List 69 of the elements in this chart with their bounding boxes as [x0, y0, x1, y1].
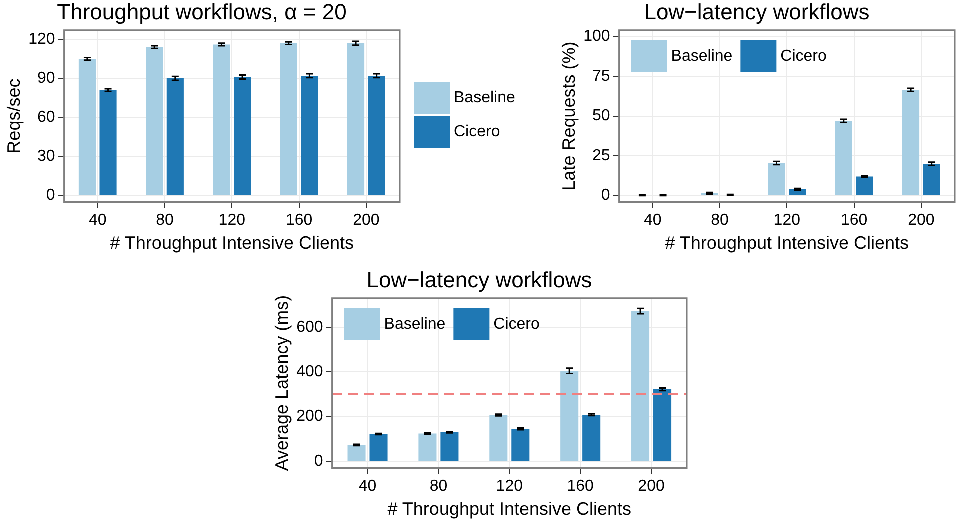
x-tick-label: 200 [638, 478, 665, 496]
bar [632, 311, 650, 461]
y-axis-title: Average Latency (ms) [272, 295, 292, 472]
bar [368, 76, 386, 196]
y-axis-title: Late Requests (%) [558, 42, 579, 191]
bar [234, 77, 252, 196]
y-tick-label: 75 [592, 68, 610, 85]
x-tick-label: 200 [908, 212, 935, 230]
bar [370, 434, 388, 461]
bar [768, 163, 786, 196]
x-tick-label: 40 [88, 212, 107, 230]
bar [856, 176, 874, 196]
legend-label: Cicero [454, 124, 500, 141]
y-tick-label: 50 [592, 108, 610, 125]
chart-title: Throughput workflows, α = 20 [57, 0, 347, 24]
x-tick-label: 80 [711, 212, 730, 230]
y-tick-label: 25 [592, 147, 610, 164]
y-tick-label: 120 [28, 30, 56, 48]
bar [835, 121, 852, 196]
y-tick-label: 0 [601, 187, 610, 204]
x-axis-title: # Throughput Intensive Clients [665, 233, 910, 254]
x-tick-label: 200 [353, 212, 380, 230]
x-tick-label: 160 [567, 478, 594, 496]
bar [512, 429, 530, 461]
x-tick-label: 80 [156, 212, 174, 230]
bar [923, 164, 940, 196]
y-tick-label: 90 [38, 70, 56, 87]
x-tick-label: 80 [430, 478, 448, 496]
y-axis-title: Reqs/sec [4, 78, 24, 154]
bar [560, 371, 579, 461]
bar [490, 415, 508, 461]
x-tick-label: 120 [218, 212, 246, 230]
bar [213, 44, 230, 196]
legend-label: Cicero [494, 316, 540, 333]
bar [440, 432, 459, 461]
bar [78, 59, 96, 196]
bar [100, 90, 117, 196]
y-tick-label: 100 [584, 28, 610, 46]
x-tick-label: 120 [496, 478, 524, 496]
bar [166, 78, 184, 196]
y-tick-label: 200 [296, 408, 324, 426]
x-axis-title: # Throughput Intensive Clients [388, 499, 632, 520]
bar [348, 445, 366, 461]
bar [301, 76, 318, 196]
y-tick-label: 60 [38, 109, 56, 126]
y-tick-label: 600 [296, 318, 324, 336]
legend-label: Baseline [454, 90, 516, 107]
bar [582, 415, 601, 461]
bar [146, 47, 164, 196]
x-tick-label: 40 [644, 212, 662, 230]
y-tick-label: 400 [296, 364, 324, 381]
bar [902, 90, 920, 196]
x-tick-label: 40 [358, 478, 377, 496]
bar [654, 390, 672, 461]
x-axis-title: # Throughput Intensive Clients [110, 233, 354, 254]
y-tick-label: 0 [314, 452, 324, 470]
chart-title: Low−latency workflows [366, 267, 592, 292]
legend-label: Baseline [671, 48, 733, 65]
chart-title: Low−latency workflows [644, 0, 870, 24]
y-tick-label: 0 [46, 187, 56, 204]
legend-label: Cicero [780, 48, 828, 65]
x-tick-label: 160 [286, 212, 313, 230]
bar [347, 43, 365, 196]
legend-label: Baseline [384, 316, 446, 333]
bar [280, 43, 298, 196]
x-tick-label: 160 [840, 212, 868, 230]
y-tick-label: 30 [38, 148, 56, 166]
bar [418, 434, 437, 461]
x-tick-label: 120 [774, 212, 801, 230]
